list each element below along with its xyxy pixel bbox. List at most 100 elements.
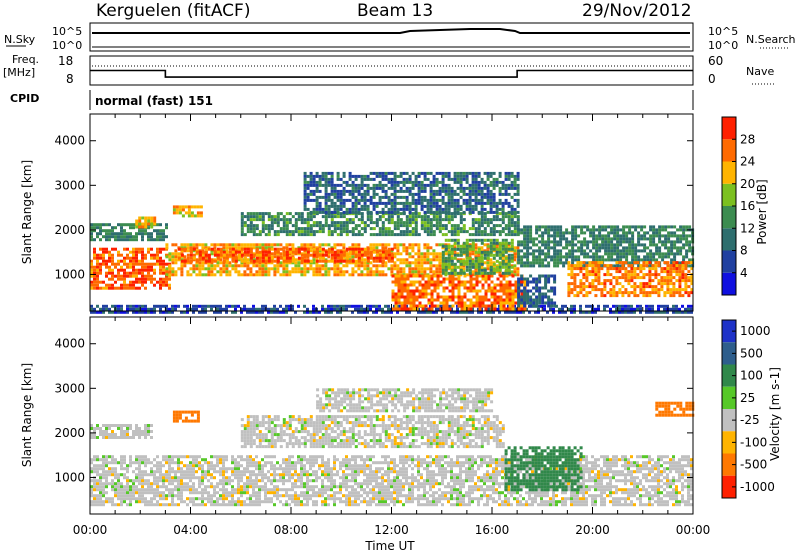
power-cell: [658, 234, 662, 238]
power-cell: [550, 246, 554, 250]
power-cell: [639, 304, 642, 308]
power-cell: [639, 291, 643, 295]
power-cell: [213, 253, 217, 257]
power-cell: [553, 289, 557, 293]
power-cell: [433, 304, 437, 308]
power-cell: [243, 304, 246, 308]
power-cell: [378, 195, 382, 199]
power-cell: [436, 292, 440, 296]
power-cell: [532, 301, 536, 305]
power-cell: [402, 258, 406, 262]
power-cell: [282, 215, 286, 219]
power-cell: [321, 273, 325, 277]
power-cell: [426, 207, 430, 211]
power-cell: [621, 261, 625, 265]
power-cell: [294, 227, 298, 231]
power-cell: [120, 265, 123, 269]
power-cell: [412, 280, 416, 284]
power-cell: [658, 249, 662, 253]
power-cell: [381, 250, 385, 254]
power-cell: [487, 304, 491, 308]
power-cell: [579, 304, 582, 308]
power-cell: [90, 235, 93, 239]
power-cell: [126, 253, 129, 257]
power-cell: [120, 229, 123, 233]
power-cell: [433, 280, 437, 284]
power-cell: [384, 304, 387, 308]
power-cell: [492, 171, 496, 175]
power-cell: [321, 224, 325, 228]
power-cell: [472, 277, 476, 281]
power-cell: [529, 280, 533, 284]
power-cell: [201, 261, 205, 265]
power-cell: [597, 273, 601, 277]
power-cell: [234, 256, 238, 260]
power-cell: [318, 195, 322, 199]
power-cell: [240, 255, 244, 259]
power-cell: [547, 274, 551, 278]
power-cell: [342, 227, 346, 231]
power-cell: [93, 229, 96, 233]
power-cell: [406, 292, 410, 296]
power-cell: [339, 230, 343, 234]
power-cell: [639, 310, 642, 314]
power-cell: [571, 258, 575, 262]
power-cell: [129, 307, 132, 311]
power-cell: [690, 310, 693, 314]
power-cell: [678, 273, 682, 277]
power-cell: [132, 262, 135, 266]
power-cell: [643, 246, 647, 250]
power-cell: [108, 286, 111, 290]
power-cell: [547, 304, 551, 308]
power-cell: [595, 255, 599, 259]
power-cell: [553, 234, 557, 238]
power-cell: [129, 265, 132, 269]
power-cell: [399, 258, 403, 262]
power-cell: [153, 310, 156, 314]
power-cell: [553, 280, 557, 284]
power-cell: [459, 218, 463, 222]
power-cell: [267, 307, 270, 311]
power-cell: [436, 304, 440, 308]
power-cell: [523, 307, 527, 311]
power-cell: [333, 256, 337, 260]
power-cell: [357, 307, 360, 311]
power-cell: [384, 171, 388, 175]
power-cell: [273, 215, 277, 219]
power-cell: [670, 234, 674, 238]
power-cell: [618, 310, 621, 314]
power-cell: [369, 233, 373, 237]
power-cell: [285, 273, 289, 277]
power-cell: [586, 243, 590, 247]
power-cell: [657, 282, 661, 286]
power-cell: [417, 270, 421, 274]
power-cell: [553, 228, 557, 232]
power-cell: [468, 198, 472, 202]
power-cell: [630, 267, 634, 271]
power-cell: [570, 310, 573, 314]
power-cell: [129, 262, 132, 266]
power-cell: [243, 215, 247, 219]
power-cell: [553, 286, 557, 290]
power-cell: [366, 307, 369, 311]
power-cell: [240, 230, 244, 234]
power-cell: [345, 307, 348, 311]
power-cell: [682, 255, 686, 259]
power-cell: [391, 289, 395, 293]
power-cell: [504, 198, 508, 202]
power-cell: [532, 249, 536, 253]
power-cell: [501, 183, 505, 187]
power-cell: [507, 253, 511, 257]
power-cell: [414, 180, 418, 184]
power-cell: [648, 307, 651, 311]
power-cell: [655, 243, 659, 247]
power-cell: [639, 282, 643, 286]
power-cell: [480, 241, 484, 245]
power-cell: [538, 280, 542, 284]
power-cell: [399, 252, 403, 256]
power-cell: [622, 246, 626, 250]
power-cell: [408, 192, 412, 196]
power-cell: [171, 307, 174, 311]
power-cell: [613, 231, 617, 235]
power-cell: [333, 207, 337, 211]
